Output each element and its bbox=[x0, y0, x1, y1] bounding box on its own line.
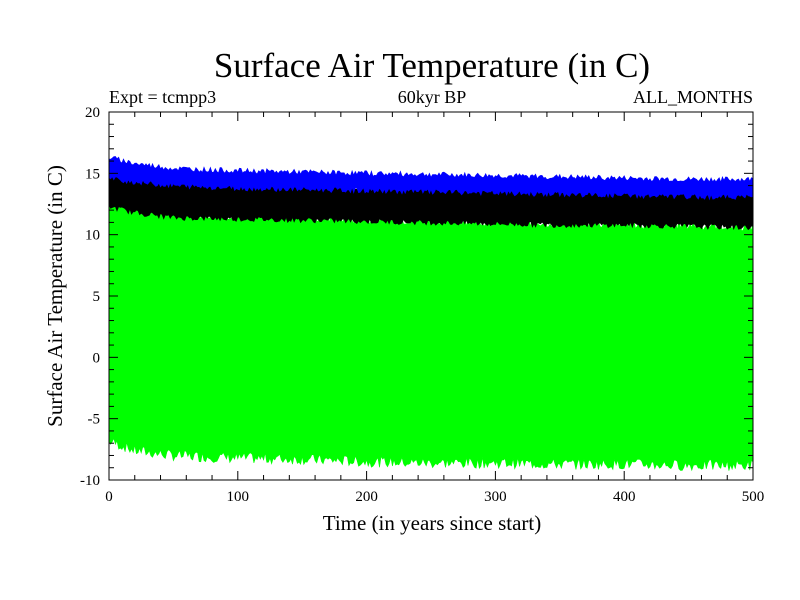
x-axis-label: Time (in years since start) bbox=[323, 511, 542, 535]
y-tick-label: 10 bbox=[85, 228, 100, 244]
chart-subtitle-left: Expt = tcmpp3 bbox=[109, 87, 216, 107]
y-tick-label: 0 bbox=[93, 350, 101, 366]
y-tick-label: -5 bbox=[88, 412, 101, 428]
y-tick-label: 15 bbox=[85, 166, 100, 182]
x-tick-label: 0 bbox=[105, 489, 113, 505]
series-layer bbox=[108, 156, 754, 472]
y-tick-label: 5 bbox=[93, 289, 101, 305]
tick-layer: 0 100 200 300 400 500 -10 -5 0 5 10 15 20 bbox=[80, 105, 764, 505]
y-tick-label: -10 bbox=[80, 473, 100, 489]
series-monthly-range bbox=[108, 200, 754, 472]
y-axis-label: Surface Air Temperature (in C) bbox=[43, 165, 67, 427]
chart-subtitle-right: ALL_MONTHS bbox=[633, 87, 753, 107]
x-tick-label: 500 bbox=[742, 489, 765, 505]
chart-title: Surface Air Temperature (in C) bbox=[214, 46, 650, 85]
chart-subtitle-center: 60kyr BP bbox=[398, 87, 467, 107]
y-tick-label: 20 bbox=[85, 105, 100, 121]
x-tick-label: 200 bbox=[355, 489, 378, 505]
x-tick-label: 400 bbox=[613, 489, 636, 505]
x-tick-label: 300 bbox=[484, 489, 507, 505]
x-tick-label: 100 bbox=[227, 489, 250, 505]
